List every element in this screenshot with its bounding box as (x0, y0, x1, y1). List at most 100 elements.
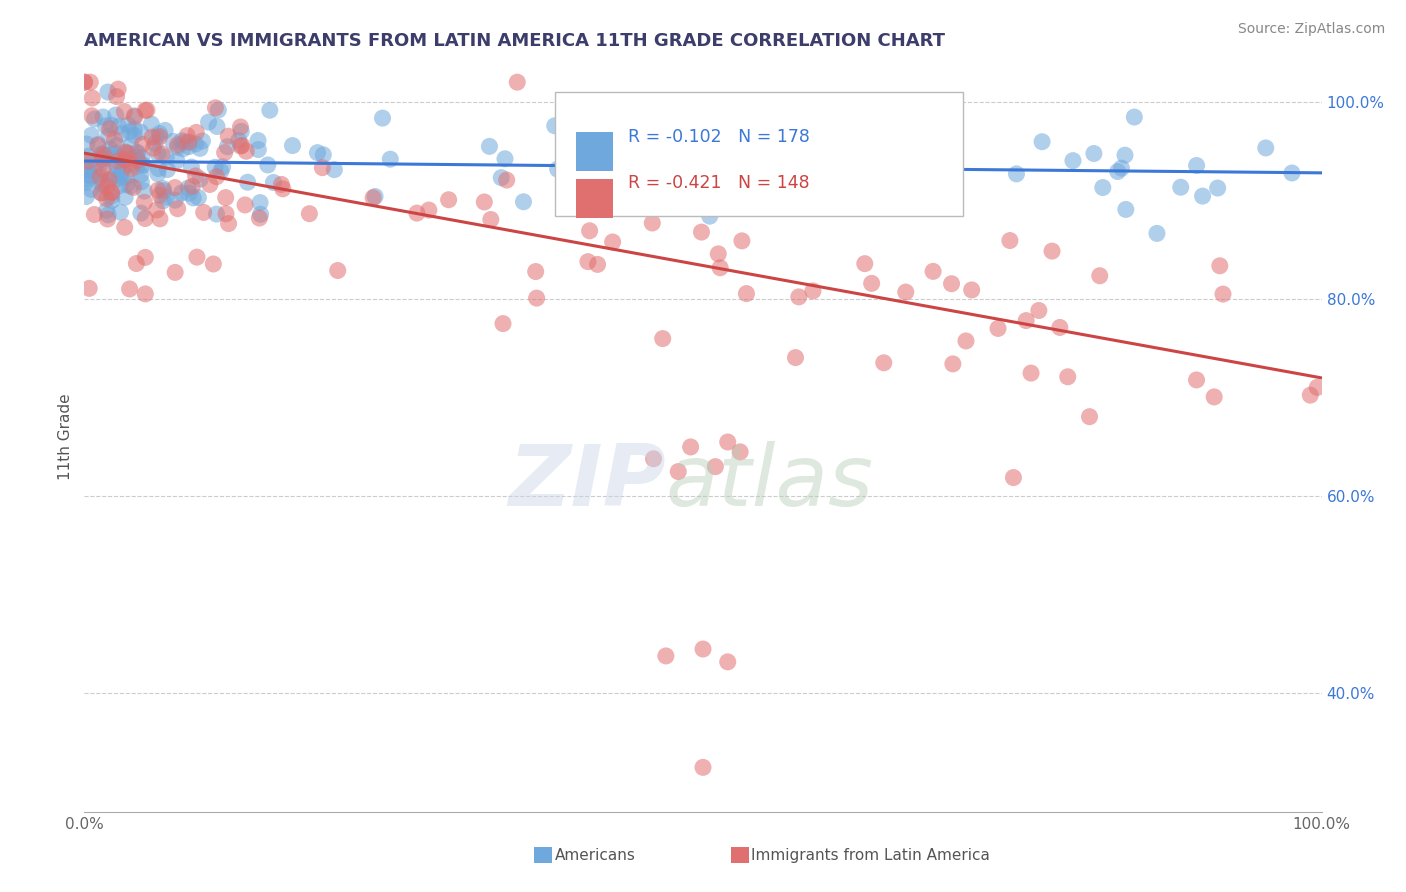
Point (111, 127, 134, 141)
Point (91, 154, 114, 169)
Point (188, 172, 211, 186)
Point (437, 193, 460, 207)
Point (728, 445, 751, 459)
Point (76, 172, 98, 186)
Point (172, 142, 194, 156)
Point (177, 181, 200, 195)
Point (1049, 320, 1071, 334)
Point (326, 263, 349, 277)
Point (82, 91, 104, 105)
Point (75, 176, 97, 190)
Point (1111, 161, 1133, 175)
Point (823, 144, 845, 158)
Point (717, 655, 740, 669)
Point (202, 257, 225, 271)
Point (104, 146, 127, 161)
Point (1091, 180, 1114, 194)
Point (602, 235, 624, 249)
Point (134, 251, 156, 265)
Point (110, 205, 132, 219)
Point (842, 194, 865, 208)
Point (150, 146, 173, 161)
Point (118, 125, 141, 139)
Point (491, 170, 513, 185)
Point (1107, 164, 1129, 178)
Point (807, 168, 830, 182)
Point (406, 206, 429, 220)
Point (1114, 148, 1136, 162)
Point (100, 194, 122, 208)
Point (987, 321, 1010, 335)
Point (229, 120, 252, 134)
Point (905, 142, 928, 156)
Point (186, 250, 208, 264)
Point (93, 148, 115, 162)
Point (205, 120, 228, 134)
Point (114, 190, 136, 204)
Point (176, 128, 198, 143)
Point (101, 186, 124, 200)
Point (922, 264, 945, 278)
Point (371, 111, 394, 125)
Point (105, 158, 128, 172)
Point (167, 140, 190, 154)
Point (96, 203, 118, 218)
Point (231, 124, 253, 138)
Point (83, 207, 105, 221)
Point (145, 130, 167, 145)
Point (1254, 141, 1277, 155)
Point (187, 190, 209, 204)
Point (180, 160, 202, 174)
Point (80, 128, 103, 143)
Point (90, 186, 112, 200)
Point (112, 153, 135, 167)
Point (121, 151, 143, 165)
Point (179, 186, 201, 201)
Point (125, 150, 148, 164)
Point (148, 127, 170, 141)
Point (96, 192, 118, 206)
Point (73, 75, 96, 89)
Point (1206, 181, 1229, 195)
Point (120, 138, 142, 153)
Point (849, 125, 872, 139)
Point (77, 154, 100, 169)
Point (115, 178, 138, 192)
Point (651, 332, 673, 346)
Point (247, 134, 270, 148)
Point (197, 115, 219, 129)
Point (87, 138, 110, 153)
Point (1056, 369, 1078, 384)
Point (259, 103, 281, 118)
Point (586, 257, 609, 271)
Point (188, 141, 211, 155)
Point (229, 139, 252, 153)
Point (118, 282, 141, 296)
Point (93, 152, 115, 166)
Point (122, 128, 145, 143)
Point (735, 164, 758, 178)
Point (249, 207, 271, 221)
Point (209, 164, 232, 178)
Point (87, 137, 110, 152)
Point (141, 130, 163, 145)
Point (679, 440, 702, 454)
Point (256, 158, 278, 172)
Point (998, 234, 1021, 248)
Point (131, 175, 153, 189)
Point (380, 152, 402, 166)
Point (1019, 366, 1042, 380)
Point (217, 139, 239, 153)
Point (718, 173, 741, 187)
Point (76, 137, 98, 152)
FancyBboxPatch shape (554, 93, 963, 216)
Point (217, 129, 239, 144)
Point (170, 186, 193, 200)
Point (166, 202, 188, 216)
Point (148, 161, 170, 176)
Point (122, 180, 145, 194)
Point (127, 146, 149, 161)
Point (124, 122, 146, 136)
Point (495, 173, 517, 187)
Point (101, 189, 124, 203)
